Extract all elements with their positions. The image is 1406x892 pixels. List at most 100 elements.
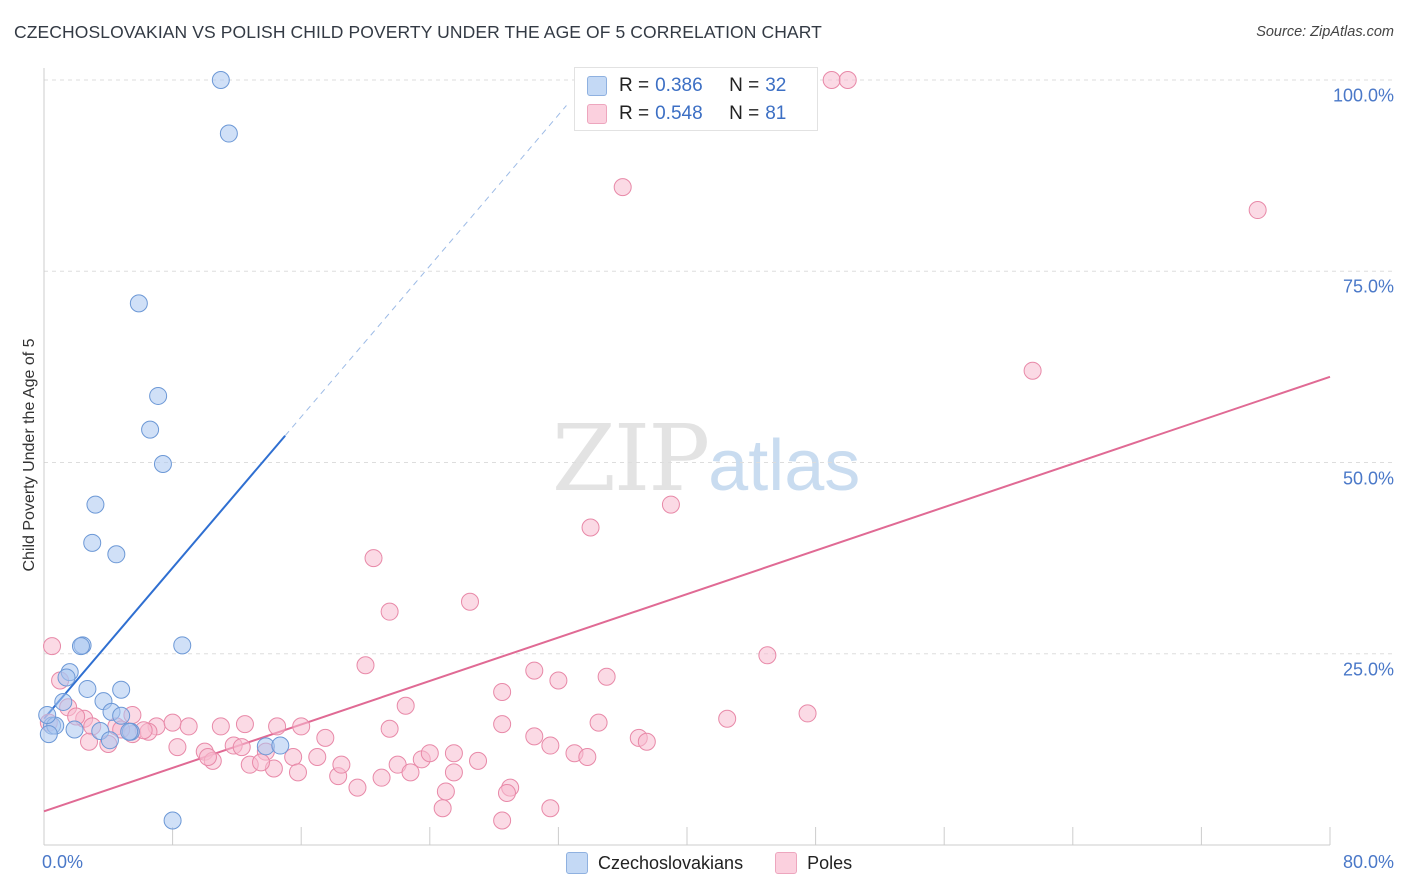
poles-point-29 (211, 717, 230, 736)
poles-r: 0.548 (655, 103, 703, 124)
czechoslovakians-point-26 (120, 722, 139, 741)
poles-point-57 (469, 751, 488, 770)
poles-point-32 (292, 717, 311, 736)
grid-lines (44, 79, 1395, 655)
series-legend: Czechoslovakians Poles (566, 852, 884, 874)
czechoslovakians-point-19 (112, 706, 131, 725)
poles-point-44 (168, 738, 187, 757)
czechoslovakians-point-6 (86, 495, 105, 514)
czechoslovakians-point-8 (107, 545, 126, 564)
poles-point-72 (433, 799, 452, 818)
czechoslovakians-point-23 (39, 725, 58, 744)
poles-trend-line (43, 375, 1331, 813)
czechoslovakians-point-1 (219, 124, 238, 143)
poles-point-4 (1023, 361, 1042, 380)
y-tick-label-75: 75.0% (1342, 276, 1394, 297)
x-tick-max: 80.0% (1342, 852, 1394, 872)
czechoslovakians-point-30 (163, 811, 182, 830)
poles-point-75 (198, 748, 217, 767)
czechoslovakians-point-4 (141, 420, 160, 439)
poles-point-30 (235, 715, 254, 734)
poles-point-36 (525, 727, 544, 746)
czechoslovakians-point-29 (271, 736, 290, 755)
poles-point-0 (822, 71, 841, 89)
poles-point-7 (364, 549, 383, 568)
czechoslovakians-point-5 (153, 455, 172, 474)
czechoslovakians-point-11 (71, 637, 90, 656)
y-axis-label: Child Poverty Under the Age of 5 (21, 338, 38, 572)
poles-point-73 (541, 799, 560, 818)
poles-point-55 (420, 744, 439, 763)
poles-point-6 (581, 518, 600, 537)
poles-point-9 (380, 602, 399, 621)
czechoslovakians-point-7 (83, 533, 102, 552)
poles-point-56 (444, 744, 463, 763)
poles-point-40 (80, 732, 99, 751)
r-label: R = (619, 103, 650, 124)
czechoslovakians-swatch (587, 76, 607, 96)
poles-point-74 (493, 811, 512, 830)
czechoslovakians-point-9 (173, 636, 192, 655)
poles-point-58 (541, 736, 560, 755)
correlation-legend: R = 0.386 N = 32 R = 0.548 N = 81 (574, 67, 818, 131)
legend-row-poles: R = 0.548 N = 81 (587, 102, 786, 126)
legend-item-poles[interactable]: Poles (775, 852, 852, 874)
poles-legend-swatch (775, 852, 798, 874)
trend-lines (43, 105, 1331, 813)
czechoslovakians-point-0 (211, 71, 230, 89)
poles-point-1 (838, 71, 857, 89)
source-label: Source: ZipAtlas.com (1256, 24, 1394, 40)
czechoslovakians-point-14 (78, 679, 97, 698)
czechoslovakians-trend-line (43, 435, 286, 720)
r-label: R = (619, 75, 650, 96)
czechoslovakians-point-27 (100, 731, 119, 750)
poles-n: 81 (765, 103, 787, 124)
poles-point-60 (578, 748, 597, 767)
poles-legend-label: Poles (807, 852, 853, 873)
y-tick-label-50: 50.0% (1342, 468, 1394, 488)
poles-point-66 (401, 763, 420, 782)
czechoslovakians-point-15 (112, 680, 131, 699)
legend-row-czechoslovakians: R = 0.386 N = 32 (587, 74, 786, 98)
poles-point-47 (232, 738, 251, 757)
poles-point-76 (252, 753, 271, 772)
poles-point-13 (525, 661, 544, 680)
poles-point-18 (396, 696, 415, 715)
poles-point-70 (372, 768, 391, 787)
poles-point-64 (288, 763, 307, 782)
czechoslovakians-point-3 (149, 386, 168, 405)
poles-point-34 (380, 719, 399, 738)
poles-point-35 (493, 715, 512, 734)
poles-point-69 (497, 783, 516, 802)
poles-point-33 (316, 728, 335, 747)
watermark-atlas: atlas (708, 426, 861, 506)
poles-point-11 (758, 646, 777, 665)
czechoslovakians-n: 32 (765, 75, 787, 96)
poles-point-16 (493, 683, 512, 701)
poles-point-8 (460, 592, 479, 611)
czechoslovakians-legend-label: Czechoslovakians (598, 852, 744, 873)
czechoslovakians-r: 0.386 (655, 75, 703, 96)
poles-point-2 (613, 178, 632, 197)
poles-point-39 (637, 732, 656, 751)
poles-point-26 (163, 713, 182, 732)
axes (43, 68, 1331, 846)
watermark-zip: ZIP (552, 405, 710, 512)
y-tick-label-100: 100.0% (1332, 85, 1394, 106)
poles-point-65 (332, 755, 351, 774)
chart-title: CZECHOSLOVAKIAN VS POLISH CHILD POVERTY … (14, 22, 822, 42)
watermark: ZIPatlas (552, 405, 860, 512)
poles-point-52 (348, 778, 367, 797)
poles-points (39, 71, 1267, 830)
poles-point-12 (356, 656, 375, 675)
poles-point-71 (436, 782, 455, 801)
y-tick-label-25: 25.0% (1342, 659, 1394, 680)
czechoslovakians-legend-swatch (566, 852, 588, 874)
czechoslovakians-trend-extension (284, 105, 567, 437)
x-tick-min: 0.0% (42, 852, 84, 872)
poles-point-3 (1248, 201, 1267, 220)
czechoslovakians-point-31 (38, 705, 57, 724)
legend-item-czechoslovakians[interactable]: Czechoslovakians (566, 852, 743, 874)
poles-point-67 (444, 763, 463, 782)
